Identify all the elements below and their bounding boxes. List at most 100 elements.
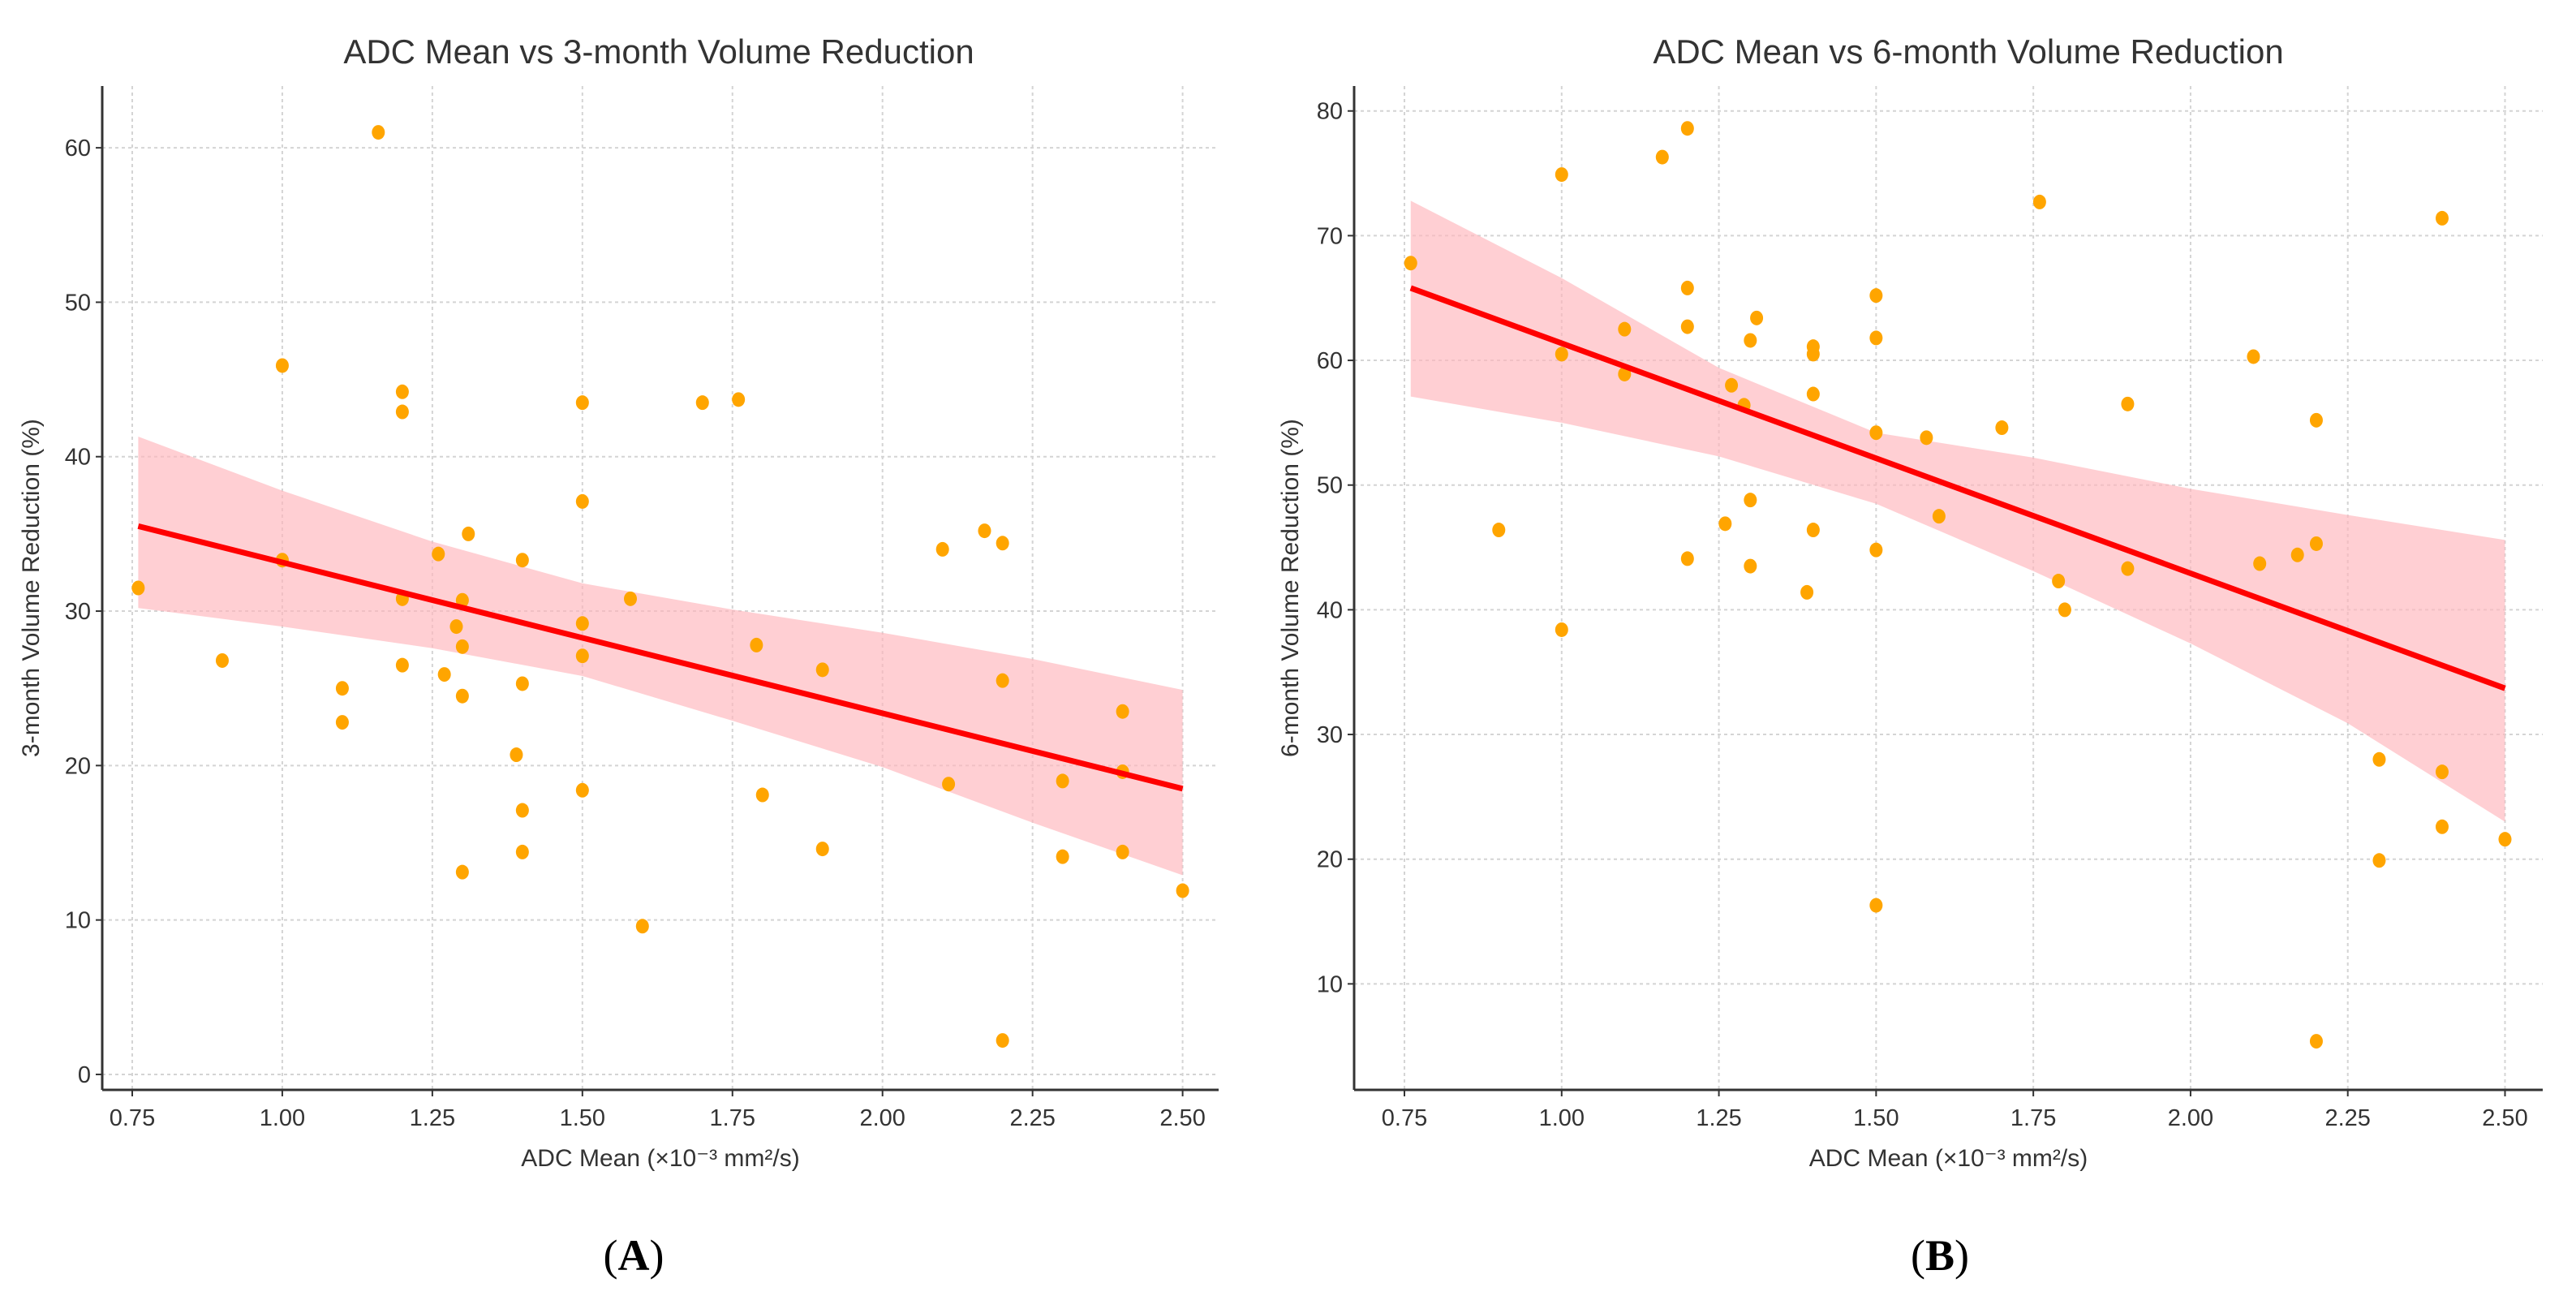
x-tick-label: 2.25 bbox=[2324, 1105, 2370, 1131]
data-point bbox=[1806, 523, 1820, 538]
y-tick-label: 0 bbox=[78, 1062, 91, 1088]
data-point bbox=[1056, 849, 1069, 864]
y-tick-label: 50 bbox=[1317, 473, 1343, 499]
y-tick-label: 70 bbox=[1317, 223, 1343, 249]
x-tick-label: 1.00 bbox=[1539, 1105, 1585, 1131]
data-point bbox=[1869, 330, 1883, 346]
x-tick-label: 2.50 bbox=[2482, 1105, 2527, 1131]
data-point bbox=[455, 864, 469, 880]
regression-line bbox=[1409, 285, 2506, 691]
data-point bbox=[335, 681, 349, 696]
data-point bbox=[215, 652, 229, 668]
x-tick-label: 2.25 bbox=[1009, 1105, 1055, 1131]
x-tick-label: 0.75 bbox=[110, 1105, 155, 1131]
data-point bbox=[2032, 194, 2046, 209]
data-point bbox=[2309, 536, 2323, 551]
data-point bbox=[515, 676, 529, 691]
paren: ( bbox=[604, 1231, 618, 1280]
y-tick-label: 80 bbox=[1317, 99, 1343, 125]
data-point bbox=[1869, 288, 1883, 304]
data-point bbox=[1750, 310, 1764, 325]
data-point bbox=[750, 637, 763, 652]
data-point bbox=[437, 667, 451, 682]
data-point bbox=[1176, 883, 1189, 898]
y-tick-label: 20 bbox=[65, 753, 91, 779]
y-tick-label: 10 bbox=[65, 908, 91, 934]
data-point bbox=[1555, 347, 1568, 362]
data-point bbox=[1555, 167, 1568, 183]
data-point bbox=[449, 619, 463, 635]
x-tick-label: 2.00 bbox=[859, 1105, 905, 1131]
data-point bbox=[732, 392, 746, 407]
data-point bbox=[1744, 333, 1757, 348]
panel-label: (A) bbox=[604, 1231, 664, 1280]
data-point bbox=[1932, 509, 1946, 524]
data-point bbox=[395, 657, 409, 673]
data-point bbox=[2290, 547, 2304, 562]
y-axis-label: 3-month Volume Reduction (%) bbox=[18, 419, 45, 757]
y-tick-label: 10 bbox=[1317, 971, 1343, 997]
x-tick-label: 2.00 bbox=[2168, 1105, 2213, 1131]
data-point bbox=[395, 404, 409, 420]
data-point bbox=[2309, 1034, 2323, 1049]
data-point bbox=[455, 639, 469, 654]
chart-title: ADC Mean vs 3-month Volume Reduction bbox=[343, 32, 974, 71]
x-tick-label: 1.00 bbox=[260, 1105, 305, 1131]
data-point bbox=[1806, 386, 1820, 402]
data-point bbox=[1555, 622, 1568, 637]
y-tick-label: 30 bbox=[1317, 722, 1343, 748]
data-point bbox=[515, 803, 529, 818]
data-point bbox=[1492, 523, 1506, 538]
data-point bbox=[432, 546, 445, 562]
x-tick-label: 1.75 bbox=[2010, 1105, 2056, 1131]
x-axis-label: ADC Mean (×10⁻³ mm²/s) bbox=[521, 1145, 799, 1172]
data-point bbox=[275, 358, 289, 373]
data-point bbox=[2435, 764, 2449, 780]
data-point bbox=[455, 688, 469, 704]
data-point bbox=[755, 787, 769, 803]
data-point bbox=[510, 747, 523, 763]
data-point bbox=[2121, 396, 2135, 411]
data-point bbox=[2435, 210, 2449, 226]
data-point bbox=[1869, 898, 1883, 913]
data-point bbox=[1995, 420, 2009, 436]
data-point bbox=[1680, 121, 1694, 136]
data-point bbox=[2372, 853, 2386, 868]
paren: ) bbox=[650, 1231, 664, 1280]
data-point bbox=[1680, 280, 1694, 295]
data-point bbox=[635, 919, 649, 934]
data-point bbox=[575, 493, 589, 509]
data-point bbox=[2372, 751, 2386, 767]
data-point bbox=[2052, 574, 2066, 589]
data-point bbox=[1680, 551, 1694, 566]
data-point bbox=[1920, 430, 1933, 446]
data-point bbox=[1404, 256, 1417, 271]
y-tick-label: 60 bbox=[65, 136, 91, 161]
data-point bbox=[2121, 561, 2135, 576]
data-point bbox=[515, 844, 529, 859]
data-point bbox=[395, 384, 409, 399]
x-tick-label: 0.75 bbox=[1382, 1105, 1427, 1131]
data-point bbox=[372, 125, 385, 140]
data-point bbox=[996, 1033, 1009, 1048]
regression-line bbox=[137, 523, 1184, 792]
data-point bbox=[695, 395, 709, 411]
y-tick-label: 50 bbox=[65, 290, 91, 316]
x-tick-label: 1.50 bbox=[560, 1105, 605, 1131]
data-point bbox=[1718, 516, 1732, 532]
data-point bbox=[815, 662, 829, 678]
data-point bbox=[1744, 558, 1757, 574]
data-point bbox=[815, 842, 829, 857]
data-point bbox=[1725, 377, 1739, 393]
data-point bbox=[978, 523, 991, 539]
data-point bbox=[131, 580, 145, 596]
data-point bbox=[1680, 319, 1694, 334]
data-point bbox=[935, 541, 949, 557]
y-tick-label: 20 bbox=[1317, 847, 1343, 873]
data-point bbox=[1869, 425, 1883, 441]
panel-label: (B) bbox=[1911, 1231, 1969, 1280]
x-tick-label: 1.25 bbox=[410, 1105, 455, 1131]
chart-panel-a: 0.75 1.00 1.25 1.50 1.75 2.00 2.25 2.50 0 10 20 30 4… bbox=[18, 32, 1219, 1280]
x-tick-label: 1.75 bbox=[710, 1105, 755, 1131]
data-point bbox=[575, 648, 589, 664]
